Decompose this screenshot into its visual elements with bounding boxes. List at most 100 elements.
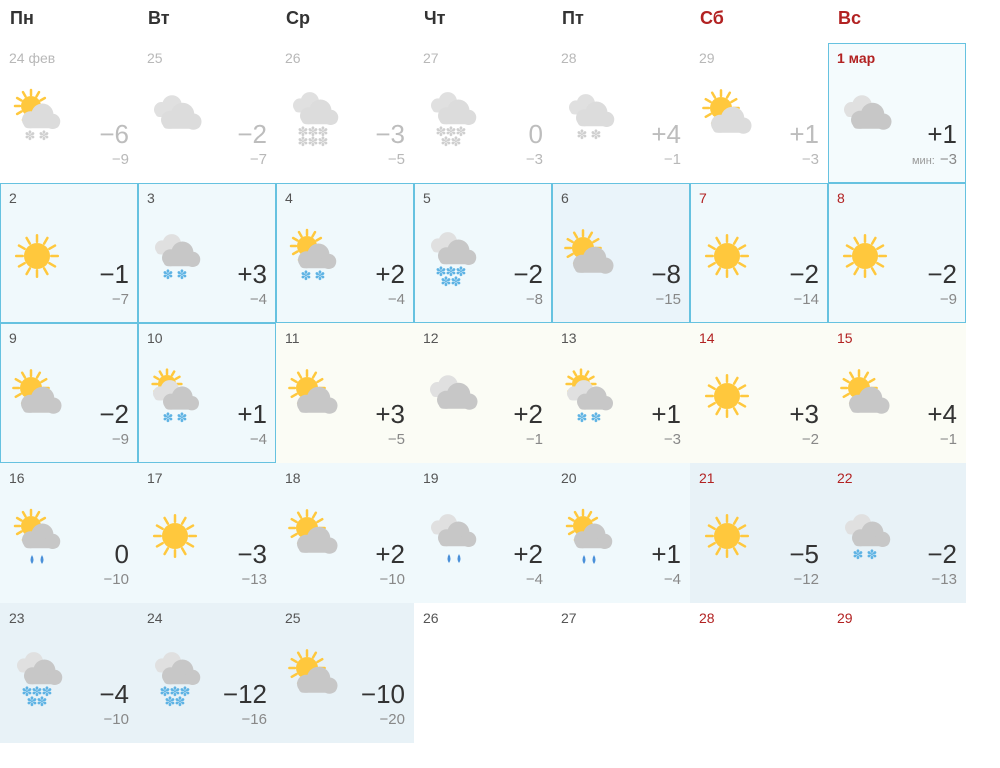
temp-high: +2 xyxy=(375,260,405,289)
day-cell[interactable]: 20 +1−4 xyxy=(552,463,690,603)
sun-icon xyxy=(835,224,895,294)
partly-icon xyxy=(835,364,895,434)
temp-low: −2 xyxy=(789,431,819,448)
svg-text:✽: ✽ xyxy=(315,268,326,283)
temp-low: −3 xyxy=(651,431,681,448)
temp-low: −10 xyxy=(104,571,129,588)
date-label: 15 xyxy=(837,330,957,346)
partly-icon xyxy=(7,364,67,434)
temperature-block: −12−16 xyxy=(223,680,267,728)
partly-icon xyxy=(559,224,619,294)
day-cell[interactable]: 28 ✽✽+4−1 xyxy=(552,43,690,183)
temp-low: −13 xyxy=(237,571,267,588)
svg-text:✽: ✽ xyxy=(591,410,602,425)
temp-high: 0 xyxy=(526,120,543,149)
day-cell[interactable]: 7−2−14 xyxy=(690,183,828,323)
temp-high: +2 xyxy=(513,540,543,569)
sun-icon xyxy=(697,504,757,574)
day-cell[interactable]: 2−1−7 xyxy=(0,183,138,323)
date-label: 16 xyxy=(9,470,129,486)
temperature-block: +3−5 xyxy=(375,400,405,448)
temp-high: −2 xyxy=(927,260,957,289)
partly-cloud-snow-icon: ✽✽ xyxy=(559,364,619,434)
day-cell[interactable]: 25 −10−20 xyxy=(276,603,414,743)
day-cell[interactable]: 18 +2−10 xyxy=(276,463,414,603)
temp-high: −6 xyxy=(99,120,129,149)
sun-icon xyxy=(697,364,757,434)
cloudy-lightsnow-icon: ✽✽ xyxy=(835,504,895,574)
temp-low: −10 xyxy=(99,711,129,728)
day-cell[interactable]: 3 ✽✽+3−4 xyxy=(138,183,276,323)
day-header: Ср xyxy=(276,0,414,43)
day-cell[interactable]: 10 ✽✽+1−4 xyxy=(138,323,276,463)
day-cell[interactable]: 16 0−10 xyxy=(0,463,138,603)
date-label: 5 xyxy=(423,190,543,206)
partly-icon xyxy=(283,364,343,434)
temp-low: −3 xyxy=(526,151,543,168)
cloudy-heavysnow-icon: ✽✽✽✽✽✽ xyxy=(283,84,343,154)
sun-icon xyxy=(697,224,757,294)
day-cell[interactable]: 24 фев ✽✽−6−9 xyxy=(0,43,138,183)
day-cell[interactable]: 13 ✽✽+1−3 xyxy=(552,323,690,463)
temperature-block: +2−4 xyxy=(375,260,405,308)
day-header: Пн xyxy=(0,0,138,43)
partly-icon xyxy=(283,644,343,714)
temp-high: +1 xyxy=(237,400,267,429)
empty-day-cell: 28 xyxy=(690,603,828,743)
date-label: 28 xyxy=(561,50,681,66)
day-cell[interactable]: 27 ✽✽✽✽✽0−3 xyxy=(414,43,552,183)
cloudy-rain-icon xyxy=(421,504,481,574)
day-cell[interactable]: 9 −2−9 xyxy=(0,323,138,463)
day-cell[interactable]: 21−5−12 xyxy=(690,463,828,603)
date-label: 29 xyxy=(837,610,957,626)
day-cell[interactable]: 24 ✽✽✽✽✽−12−16 xyxy=(138,603,276,743)
temperature-block: 0−10 xyxy=(104,540,129,588)
temp-high: −2 xyxy=(99,400,129,429)
temp-low: −8 xyxy=(513,291,543,308)
temp-low: −3 xyxy=(789,151,819,168)
day-cell[interactable]: 6 −8−15 xyxy=(552,183,690,323)
date-label: 2 xyxy=(9,190,129,206)
day-cell[interactable]: 1 мар +1мин: −3 xyxy=(828,43,966,183)
date-label: 21 xyxy=(699,470,819,486)
date-label: 24 xyxy=(147,610,267,626)
temp-high: +2 xyxy=(513,400,543,429)
temp-low: −4 xyxy=(237,291,267,308)
temp-high: +1 xyxy=(912,120,957,149)
temp-low: −1 xyxy=(513,431,543,448)
day-cell[interactable]: 8−2−9 xyxy=(828,183,966,323)
day-cell[interactable]: 29 +1−3 xyxy=(690,43,828,183)
day-cell[interactable]: 17−3−13 xyxy=(138,463,276,603)
day-cell[interactable]: 14+3−2 xyxy=(690,323,828,463)
partly-icon xyxy=(283,504,343,574)
day-cell[interactable]: 23 ✽✽✽✽✽−4−10 xyxy=(0,603,138,743)
svg-text:✽: ✽ xyxy=(37,694,48,709)
temperature-block: 0−3 xyxy=(526,120,543,168)
cloudy-lightsnow-icon: ✽✽ xyxy=(145,224,205,294)
day-cell[interactable]: 15 +4−1 xyxy=(828,323,966,463)
svg-text:✽: ✽ xyxy=(853,547,864,562)
svg-text:✽: ✽ xyxy=(163,410,174,425)
date-label: 25 xyxy=(285,610,405,626)
date-label: 27 xyxy=(561,610,681,626)
day-cell[interactable]: 4 ✽✽+2−4 xyxy=(276,183,414,323)
day-cell[interactable]: 11 +3−5 xyxy=(276,323,414,463)
temperature-block: −3−5 xyxy=(375,120,405,168)
day-cell[interactable]: 19 +2−4 xyxy=(414,463,552,603)
day-cell[interactable]: 22 ✽✽−2−13 xyxy=(828,463,966,603)
temp-low: −4 xyxy=(513,571,543,588)
temp-high: −3 xyxy=(375,120,405,149)
date-label: 10 xyxy=(147,330,267,346)
temperature-block: +1−3 xyxy=(651,400,681,448)
day-cell[interactable]: 5 ✽✽✽✽✽−2−8 xyxy=(414,183,552,323)
date-label: 1 мар xyxy=(837,50,957,66)
day-cell[interactable]: 26 ✽✽✽✽✽✽−3−5 xyxy=(276,43,414,183)
temperature-block: +4−1 xyxy=(927,400,957,448)
day-header: Вс xyxy=(828,0,966,43)
day-cell[interactable]: 25 −2−7 xyxy=(138,43,276,183)
date-label: 29 xyxy=(699,50,819,66)
temp-low: −5 xyxy=(375,431,405,448)
svg-text:✽: ✽ xyxy=(177,410,188,425)
temp-high: +4 xyxy=(651,120,681,149)
day-cell[interactable]: 12 +2−1 xyxy=(414,323,552,463)
